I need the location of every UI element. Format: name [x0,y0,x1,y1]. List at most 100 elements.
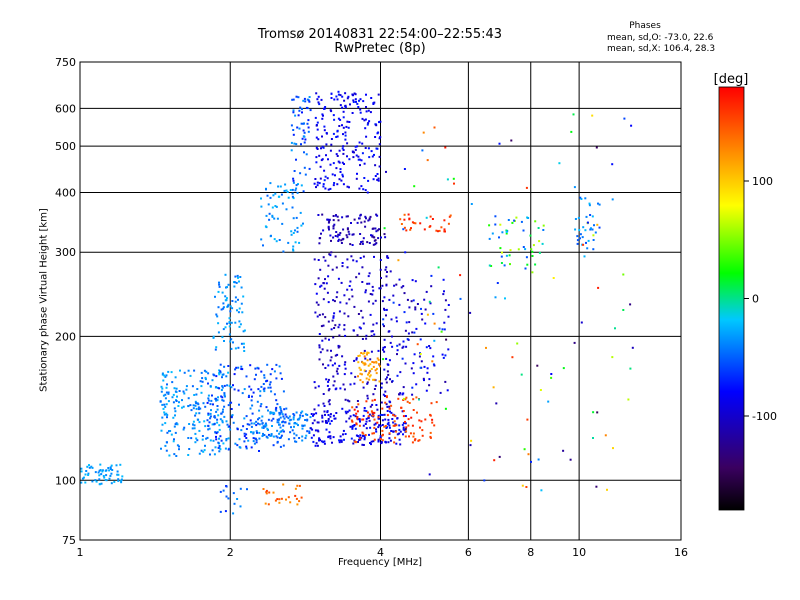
data-point [214,416,217,419]
data-point [315,412,318,415]
data-point [218,285,221,288]
data-point [402,422,405,425]
data-point [318,438,321,441]
data-point [420,360,423,363]
data-point [363,119,366,122]
x-tick-label: 10 [572,546,586,559]
data-point [371,403,374,406]
data-point [300,184,303,187]
data-point [350,419,353,422]
data-point [218,373,221,376]
data-point [353,440,356,443]
data-point [342,145,345,148]
data-point [210,399,213,402]
data-point [351,112,354,114]
data-point [317,101,320,104]
data-point [426,371,429,374]
data-point [368,217,371,220]
data-point [224,510,227,513]
data-point [218,369,221,372]
data-point [216,405,219,407]
data-point [596,411,599,414]
data-point [327,364,330,367]
data-point [361,431,364,434]
data-point [250,431,252,433]
data-point [327,225,330,228]
data-point [372,236,375,239]
data-point [281,222,284,225]
data-point [85,470,88,472]
data-point [252,432,255,435]
data-point [362,100,365,103]
data-point [332,299,335,302]
data-point [371,234,374,237]
data-point [358,187,361,190]
data-point [375,242,378,245]
data-point [367,109,370,112]
data-point [384,236,387,239]
data-point [346,215,349,218]
data-point [572,113,575,116]
data-point [269,434,272,437]
data-point [292,413,295,415]
data-point [217,322,220,325]
data-point [295,440,298,443]
data-point [429,302,432,305]
data-point [597,202,599,205]
data-point [423,228,426,231]
data-point [522,229,525,232]
data-point [591,215,594,218]
data-point [280,436,282,439]
data-point [322,256,325,259]
data-point [276,403,279,406]
data-point [234,347,237,350]
data-point [361,443,364,446]
data-point [404,251,407,254]
data-point [509,249,512,252]
data-point [192,407,195,410]
data-point [341,173,344,176]
data-point [239,446,242,449]
data-point [360,241,363,243]
data-point [562,449,565,452]
data-point [240,429,243,432]
data-point [115,464,118,467]
data-point [207,399,210,402]
data-point [368,272,371,275]
data-point [278,239,281,241]
data-point [387,441,390,444]
data-point [459,297,462,300]
data-point [435,229,438,232]
data-point [383,309,386,311]
data-point [264,225,267,228]
data-point [346,258,349,261]
data-point [350,437,353,440]
data-point [278,365,281,368]
data-point [401,423,404,426]
data-point [166,416,168,419]
data-point [337,326,340,329]
data-point [363,363,366,366]
data-point [280,193,283,196]
data-point [421,318,424,321]
data-point [395,320,398,323]
data-point [336,183,339,186]
data-point [221,336,224,339]
data-point [598,226,601,229]
data-point [493,459,496,462]
data-point [303,151,305,154]
data-point [309,427,312,430]
data-point [384,395,386,397]
data-point [453,182,455,185]
data-point [319,237,322,240]
data-point [240,365,243,368]
data-point [418,355,421,358]
data-point [372,323,375,326]
data-point [243,388,246,391]
data-point [492,386,495,389]
data-point [225,375,228,378]
data-point [332,184,335,187]
data-point [268,383,271,386]
data-point [384,418,387,421]
data-point [304,413,307,416]
